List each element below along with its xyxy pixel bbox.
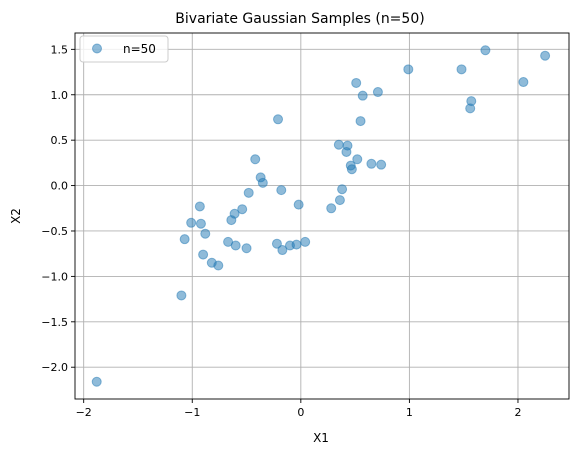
data-point — [198, 249, 209, 260]
data-point — [271, 238, 282, 249]
data-point — [91, 376, 102, 387]
data-point — [277, 245, 288, 256]
axis-ticks: −2 −1 0 1 2 −2.0 −1.5 −1.0 −0.5 0.0 0.5 1.0 1.5 — [41, 43, 521, 419]
data-point — [456, 64, 467, 75]
data-point — [376, 159, 387, 170]
y-tick-label: −0.5 — [41, 225, 68, 238]
y-tick-label: −2.0 — [41, 361, 68, 374]
data-point — [372, 87, 383, 98]
data-point — [243, 187, 254, 198]
data-point — [213, 260, 224, 271]
legend-label: n=50 — [123, 42, 156, 56]
y-tick-label: −1.5 — [41, 316, 68, 329]
legend-marker — [92, 43, 102, 54]
data-point — [230, 240, 241, 251]
data-point — [355, 116, 366, 127]
x-tick-label: 0 — [297, 406, 304, 419]
x-tick-label: −2 — [76, 406, 92, 419]
data-point — [293, 199, 304, 210]
data-point — [250, 154, 261, 165]
data-point — [186, 217, 197, 228]
data-point — [366, 158, 377, 169]
data-point — [200, 228, 211, 239]
x-axis-label: X1 — [313, 431, 329, 445]
data-point — [337, 184, 348, 195]
data-point — [300, 236, 311, 247]
data-point — [229, 208, 240, 219]
legend-box — [79, 35, 169, 63]
data-point — [480, 45, 491, 56]
data-point — [326, 203, 337, 214]
y-tick-label: 0.0 — [51, 180, 69, 193]
data-point — [195, 218, 206, 229]
data-point — [276, 185, 287, 196]
data-point — [176, 290, 187, 301]
data-point — [518, 77, 529, 88]
grid-lines — [75, 33, 569, 399]
plot-frame — [74, 32, 570, 400]
data-point — [403, 64, 414, 75]
data-point — [357, 90, 368, 101]
x-tick-label: 1 — [406, 406, 413, 419]
data-point — [237, 204, 248, 215]
y-tick-label: 1.5 — [51, 43, 69, 56]
x-tick-label: 2 — [514, 406, 521, 419]
data-point — [352, 154, 363, 165]
data-point — [291, 239, 302, 250]
legend: n=50 — [79, 35, 169, 63]
data-point — [194, 201, 205, 212]
data-point — [466, 96, 477, 107]
data-point — [333, 139, 344, 150]
y-tick-label: 0.5 — [51, 134, 69, 147]
data-point — [540, 50, 551, 61]
data-point — [257, 177, 268, 188]
data-points — [91, 45, 551, 387]
data-point — [273, 114, 284, 125]
y-tick-label: 1.0 — [51, 89, 69, 102]
data-point — [334, 195, 345, 206]
data-point — [342, 140, 353, 151]
data-point — [351, 77, 362, 88]
y-tick-label: −1.0 — [41, 270, 68, 283]
x-tick-label: −1 — [184, 406, 200, 419]
data-point — [346, 164, 357, 175]
data-point — [179, 234, 190, 245]
data-point — [241, 243, 252, 254]
chart-title: Bivariate Gaussian Samples (n=50) — [175, 11, 424, 27]
y-axis-label: X2 — [9, 208, 23, 224]
